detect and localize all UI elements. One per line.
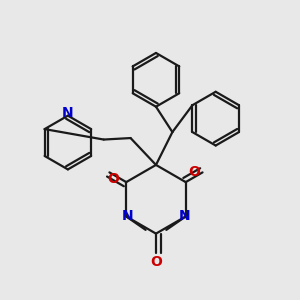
Text: N: N — [178, 209, 190, 224]
Text: O: O — [150, 255, 162, 269]
Text: N: N — [62, 106, 74, 120]
Text: N: N — [122, 209, 134, 224]
Text: O: O — [107, 172, 119, 186]
Text: O: O — [188, 165, 200, 179]
